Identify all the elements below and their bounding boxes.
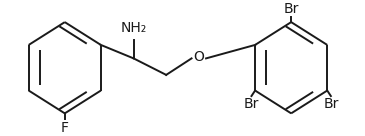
Text: O: O — [193, 50, 204, 64]
Text: F: F — [61, 120, 69, 135]
Text: Br: Br — [244, 97, 259, 111]
Text: Br: Br — [323, 97, 339, 111]
Text: Br: Br — [284, 1, 299, 16]
Text: NH₂: NH₂ — [120, 21, 147, 35]
